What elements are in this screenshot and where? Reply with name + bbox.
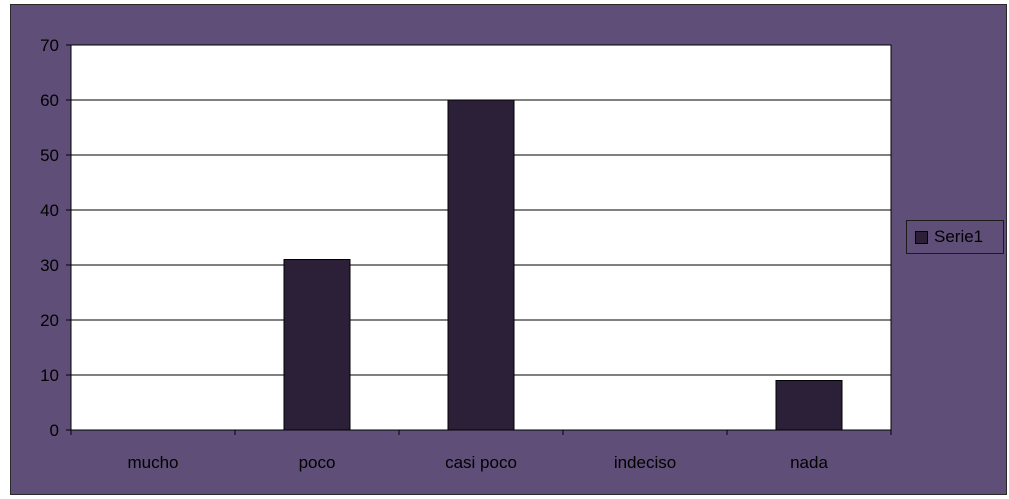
y-tick-label: 40: [40, 201, 59, 220]
x-tick-labels: mucho poco casi poco indeciso nada: [127, 453, 828, 472]
y-tick-label: 10: [40, 366, 59, 385]
x-tick-label: mucho: [127, 453, 178, 472]
y-tick-labels: 0 10 20 30 40 50 60 70: [40, 36, 59, 440]
legend: Serie1: [906, 220, 1004, 254]
legend-swatch: [915, 230, 928, 244]
x-tick-label: casi poco: [445, 453, 517, 472]
y-tick-label: 70: [40, 36, 59, 55]
x-tick-label: poco: [299, 453, 336, 472]
y-tick-label: 50: [40, 146, 59, 165]
legend-label: Serie1: [934, 227, 984, 246]
y-tick-label: 30: [40, 256, 59, 275]
bars: [283, 99, 843, 431]
bar-nada: [775, 380, 843, 431]
bar-poco: [283, 259, 351, 431]
y-tick-label: 20: [40, 311, 59, 330]
bar-casi-poco: [447, 99, 515, 431]
x-tick-label: nada: [790, 453, 828, 472]
axes: [66, 44, 892, 435]
y-tick-label: 60: [40, 91, 59, 110]
x-tick-label: indeciso: [614, 453, 676, 472]
y-tick-label: 0: [50, 421, 59, 440]
